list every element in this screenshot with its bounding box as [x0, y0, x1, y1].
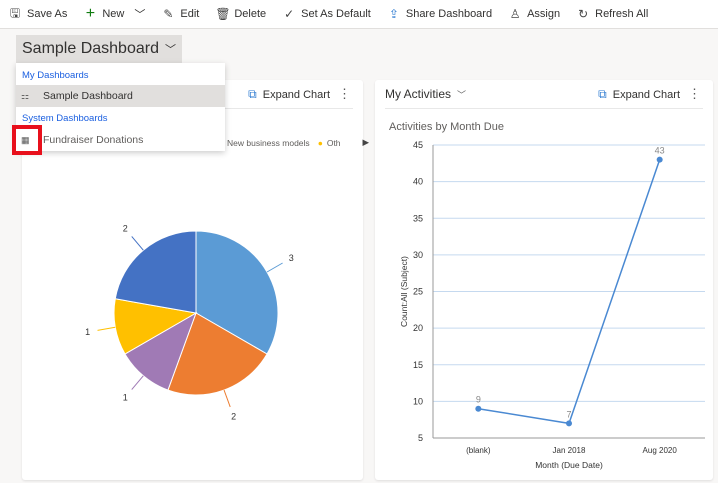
dashboard-icon: ⚏	[21, 90, 30, 101]
leader-line	[266, 262, 283, 273]
chevron-down-icon: ﹀	[164, 44, 176, 56]
x-tick-label: (blank)	[466, 446, 491, 455]
dashboard-icon: ▦	[21, 134, 30, 145]
line-chart: 5 10 15 20 25 30 35 40 45 9 (blank) 7 Jan 2018 43 Aug …	[399, 140, 705, 470]
pie-slice	[114, 230, 197, 314]
x-tick-label: Aug 2020	[643, 446, 678, 455]
y-tick-label: 10	[413, 396, 423, 406]
assign-button[interactable]: ♙ Assign	[509, 7, 561, 21]
pie-slice	[195, 230, 279, 355]
x-axis-title: Month (Due Date)	[535, 460, 603, 470]
command-bar: 🖫 Save As + New ﹀ ✎ Edit 🗑 Delete ✓ Set As Def…	[0, 0, 718, 29]
more-options-button[interactable]: ⋮	[688, 86, 701, 101]
system-dashboards-header: System Dashboards	[22, 113, 108, 124]
person-icon: ♙	[509, 7, 521, 21]
save-as-button[interactable]: 🖫 Save As	[8, 4, 67, 25]
dashboard-dropdown-menu: My Dashboards ⚏ Sample Dashboard System D…	[16, 63, 225, 151]
leader-line	[131, 236, 144, 251]
y-tick-label: 25	[413, 287, 423, 297]
x-tick-label: Jan 2018	[553, 446, 586, 455]
y-tick-label: 5	[418, 433, 423, 443]
my-dashboards-header: My Dashboards	[22, 70, 89, 81]
share-dashboard-button[interactable]: ⇪ Share Dashboard	[388, 7, 493, 21]
trash-icon: 🗑	[215, 7, 231, 21]
refresh-icon: ↻	[578, 7, 589, 21]
y-tick-label: 45	[413, 140, 423, 150]
delete-button[interactable]: 🗑 Delete	[215, 7, 267, 21]
data-label: 9	[476, 395, 481, 405]
new-button[interactable]: + New ﹀	[83, 5, 146, 23]
leader-line	[223, 389, 231, 408]
y-axis-title: Count:All (Subject)	[399, 256, 409, 327]
y-tick-label: 40	[413, 177, 423, 187]
share-icon: ⇪	[388, 7, 399, 21]
chart-title: Activities by Month Due	[389, 121, 504, 133]
data-point	[566, 420, 572, 427]
data-label: 7	[566, 409, 571, 419]
y-tick-label: 35	[413, 213, 423, 223]
data-label: 2	[123, 224, 128, 234]
save-as-icon: 🖫	[9, 5, 21, 20]
chart-legend: New business models ● Oth ▶	[227, 137, 370, 148]
y-tick-label: 15	[413, 360, 423, 370]
expand-chart-button[interactable]: ⧉ Expand Chart	[248, 87, 330, 101]
data-label: 1	[85, 327, 90, 337]
checkmark-icon: ✓	[284, 7, 295, 21]
legend-item: New business models	[227, 137, 310, 148]
legend-item: Oth	[326, 137, 341, 148]
menu-item-sample-dashboard[interactable]: ⚏ Sample Dashboard	[16, 85, 225, 107]
card-header: My Activities ﹀	[385, 80, 703, 109]
dashboard-selector[interactable]: Sample Dashboard ﹀	[16, 35, 182, 63]
y-tick-label: 30	[413, 250, 423, 260]
edit-button[interactable]: ✎ Edit	[163, 7, 200, 21]
card-title[interactable]: My Activities	[385, 87, 452, 101]
expand-icon: ⧉	[248, 87, 257, 101]
more-options-button[interactable]: ⋮	[338, 86, 351, 101]
y-tick-label: 20	[413, 323, 423, 333]
data-point	[656, 156, 663, 163]
plus-icon: +	[85, 5, 96, 22]
highlight-box	[12, 125, 42, 155]
leader-line	[97, 326, 116, 331]
chart-card-2: My Activities ﹀ ⧉ Expand Chart ⋮ Activitie…	[375, 80, 713, 480]
pencil-icon: ✎	[163, 7, 174, 21]
pie-chart: 3 2 1 1 2	[85, 224, 294, 422]
expand-icon: ⧉	[598, 87, 607, 101]
menu-item-fundraiser-donations[interactable]: ▦ Fundraiser Donations	[21, 134, 144, 146]
data-label: 1	[123, 392, 128, 402]
chevron-down-icon[interactable]: ﹀	[457, 89, 467, 100]
data-label: 3	[289, 253, 294, 263]
data-point	[475, 405, 482, 412]
data-label: 2	[231, 411, 236, 421]
expand-chart-button[interactable]: ⧉ Expand Chart	[598, 87, 680, 101]
leader-line	[131, 375, 144, 390]
set-as-default-button[interactable]: ✓ Set As Default	[284, 7, 371, 21]
chevron-down-icon[interactable]: ﹀	[134, 9, 146, 21]
refresh-all-button[interactable]: ↻ Refresh All	[578, 7, 649, 21]
data-label: 43	[655, 146, 665, 156]
legend-next-arrow[interactable]: ▶	[362, 137, 370, 147]
